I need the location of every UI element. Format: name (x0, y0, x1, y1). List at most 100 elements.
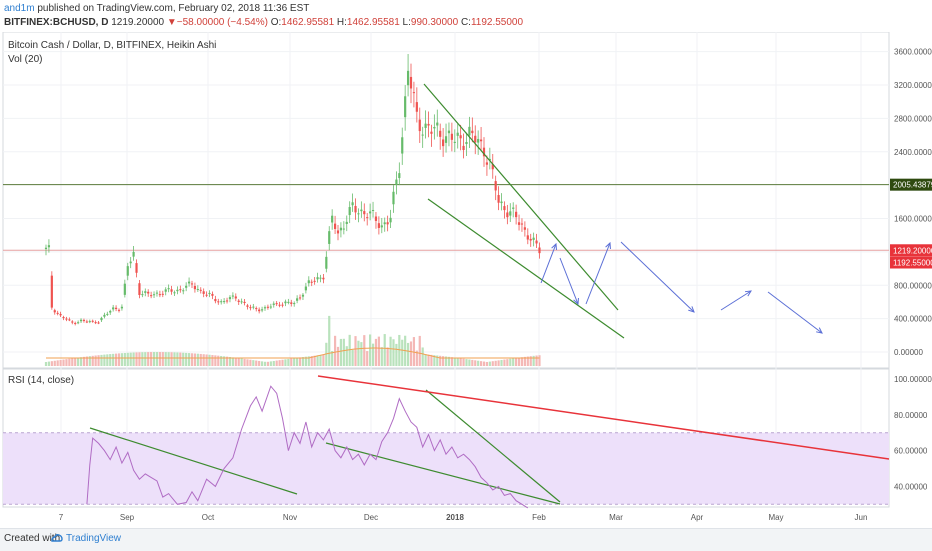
volume-bar (421, 347, 424, 366)
candle-body (269, 306, 272, 308)
candle-body (290, 302, 293, 304)
candle-body (494, 181, 497, 191)
close-label: C: (460, 17, 471, 28)
volume-bar (342, 338, 345, 366)
rsi-band (3, 432, 889, 505)
candle-body (225, 300, 229, 302)
volume-bar (255, 360, 258, 366)
candle-body (331, 215, 334, 223)
arrow-head (688, 306, 695, 313)
volume-bar (284, 359, 287, 366)
tradingview-link[interactable]: TradingView (66, 533, 122, 544)
volume-bar (56, 360, 59, 366)
candle-body (351, 202, 354, 206)
volume-bar (383, 334, 386, 366)
candle-body (444, 136, 448, 143)
created-with: Created with (4, 533, 61, 544)
rsi-overbought-oversold-band (3, 432, 889, 505)
volume-bar (214, 355, 217, 366)
candle-body (231, 295, 234, 297)
candle-body (117, 309, 121, 311)
price-tick-label: 800.00000 (894, 281, 932, 290)
candle-body (246, 305, 249, 307)
arrow-head (605, 241, 611, 250)
volume-bar (386, 347, 389, 366)
volume-bar (319, 355, 322, 366)
price-tick-label: 400.00000 (894, 315, 932, 324)
candle-body (535, 240, 538, 244)
volume-bar (380, 347, 383, 366)
volume-bar (269, 361, 272, 366)
volume-bar (68, 358, 71, 366)
volume-bar (444, 356, 448, 366)
volume-bar (193, 353, 197, 366)
volume-bar (44, 362, 48, 366)
volume-bar (59, 359, 62, 366)
candle-body (325, 256, 328, 269)
candle-body (205, 294, 208, 296)
rsi-series (86, 385, 529, 509)
volume-bar (167, 352, 170, 366)
candle-body (103, 314, 106, 317)
volume-bar (53, 360, 56, 366)
volume-bar (509, 358, 512, 366)
candle-body (296, 298, 299, 301)
candle-body (71, 321, 74, 323)
volume-bar (150, 352, 153, 366)
volume-bar (71, 358, 74, 366)
time-tick-label: Jun (855, 513, 868, 522)
candle-body (316, 277, 319, 280)
volume-bar (252, 360, 255, 366)
volume-bar (348, 334, 351, 366)
chart-canvas[interactable]: 4000.000003600.000003200.000002800.00000… (0, 32, 932, 528)
candle-body (170, 289, 173, 292)
candle-body (173, 292, 176, 294)
candle-body (155, 292, 159, 294)
volume-bar (155, 352, 159, 366)
volume-bar (290, 358, 293, 366)
candle-body (301, 294, 305, 297)
volume-bar (185, 352, 188, 366)
projection-arrow (620, 241, 695, 313)
candle-body (439, 130, 442, 137)
candle-body (436, 122, 439, 126)
volume-bar (144, 352, 147, 366)
price-axis[interactable]: 4000.000003600.000003200.000002800.00000… (890, 32, 932, 491)
candle-body (193, 285, 197, 290)
candle-body (223, 301, 226, 303)
candle-body (509, 211, 512, 216)
candle-body (59, 313, 62, 316)
volume-bar (442, 356, 445, 366)
volume-bar (333, 335, 337, 366)
author-link[interactable]: and1m (4, 3, 35, 14)
volume-pane-title: Vol (20) (8, 54, 42, 65)
candle-body (214, 299, 217, 302)
candle-body (500, 201, 503, 204)
candle-body (348, 207, 351, 216)
volume-bar (246, 359, 249, 366)
candle-body (404, 96, 407, 118)
candle-body (129, 261, 132, 264)
volume-bar (331, 350, 334, 366)
candle-body (182, 290, 185, 292)
candle-body (114, 307, 118, 310)
candle-body (389, 217, 392, 223)
volume-bar (88, 356, 91, 366)
candle-body (456, 132, 459, 136)
volume-bar (482, 361, 486, 366)
candle-body (94, 322, 97, 324)
rsi-tick-label: 80.00000 (894, 411, 928, 420)
time-axis[interactable]: 7 Sep Oct Nov Dec 2018 Feb Mar Apr May Jun (59, 513, 868, 522)
volume-bar (304, 356, 307, 366)
volume-bar (85, 356, 88, 366)
candle-body (421, 134, 424, 136)
candle-body (430, 131, 433, 134)
volume-bar (234, 357, 237, 366)
tradingview-cloud-icon (51, 534, 63, 542)
volume-bar (287, 358, 290, 366)
candle-body (328, 231, 331, 244)
candle-body (65, 318, 68, 320)
candle-body (515, 211, 518, 218)
grid (3, 32, 889, 507)
candle-body (82, 319, 86, 321)
